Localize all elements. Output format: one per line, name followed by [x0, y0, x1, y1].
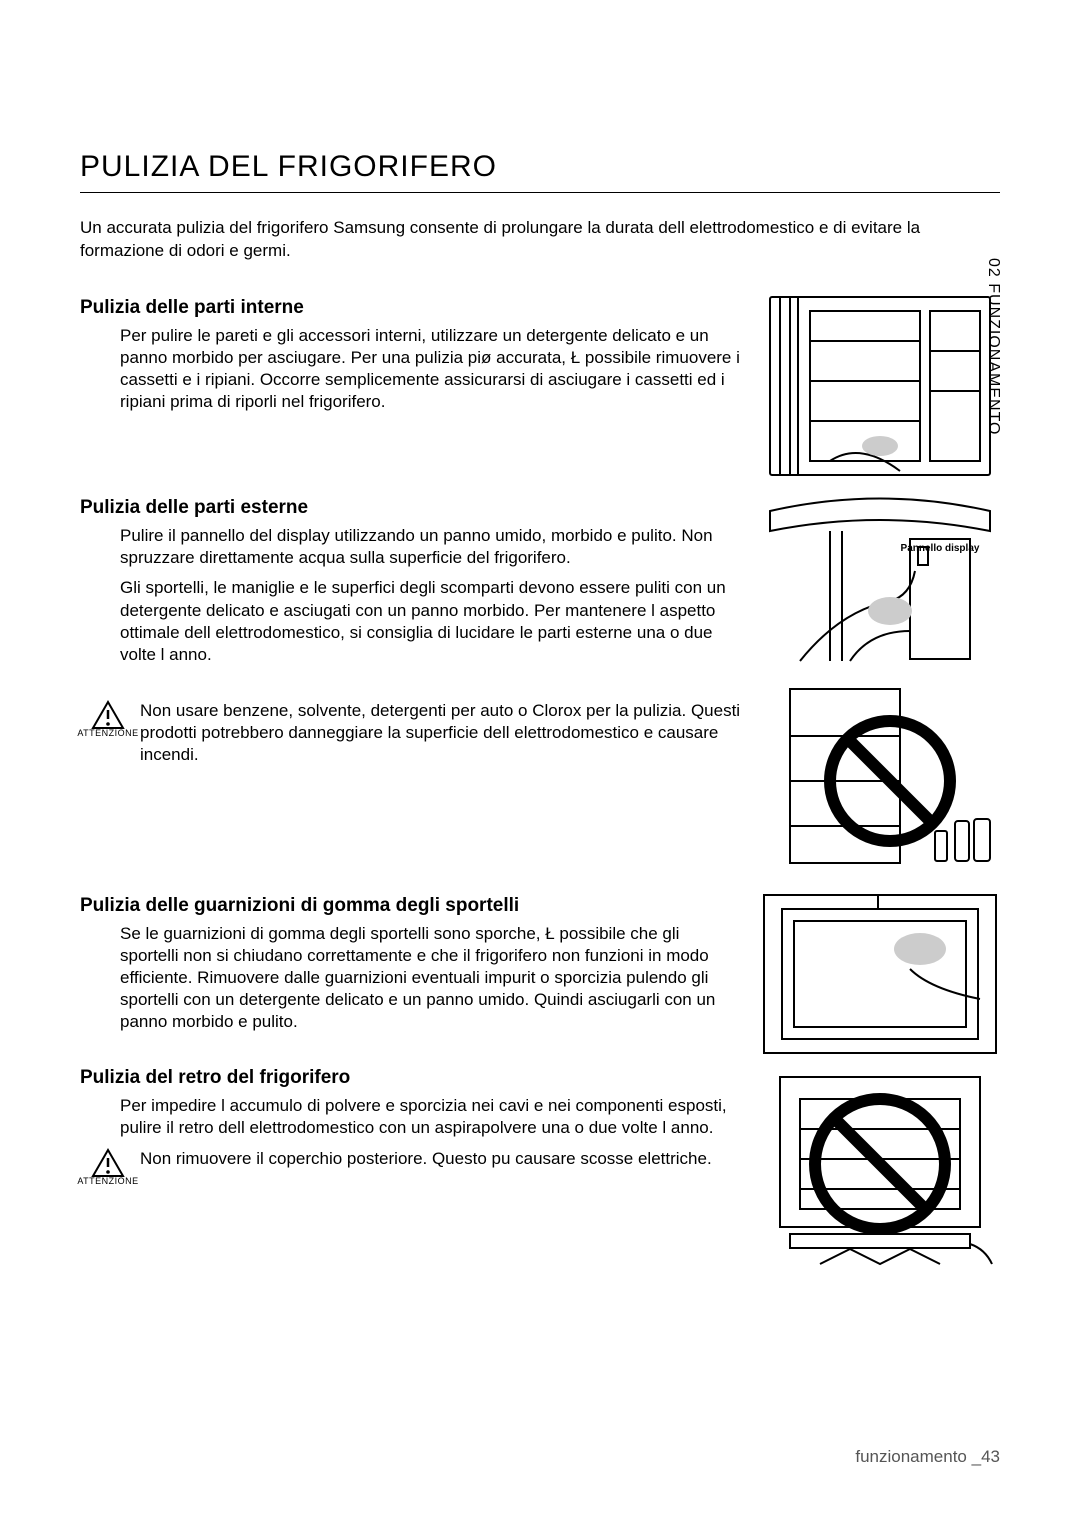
illus-no-rear-icon — [760, 1069, 1000, 1269]
warning-back-cover: ATTENZIONE Non rimuovere il coperchio po… — [80, 1148, 742, 1186]
page-title: PULIZIA DEL FRIGORIFERO — [80, 150, 1000, 193]
warning-icon — [91, 700, 125, 730]
text-col-2: Pulizia delle guarnizioni di gomma degli… — [80, 889, 742, 1269]
warn-solvents-text: Non usare benzene, solvente, detergenti … — [140, 700, 742, 766]
page-footer: funzionamento _43 — [855, 1447, 1000, 1467]
footer-section: funzionamento — [855, 1447, 967, 1466]
text-col-1: Pulizia delle parti interne Per pulire l… — [80, 291, 742, 871]
panel-label: Pannello display — [901, 543, 980, 554]
side-tab: 02 FUNZIONAMENTO — [984, 258, 1002, 436]
illus-no-spray-icon — [760, 681, 1000, 871]
warn-icon-block-2: ATTENZIONE — [80, 1148, 136, 1186]
row-gaskets-rear: Pulizia delle guarnizioni di gomma degli… — [80, 889, 1000, 1269]
img-col-1: Pannello display — [760, 291, 1000, 871]
warn-label: ATTENZIONE — [77, 728, 138, 738]
row-clean-inner-outer: Pulizia delle parti interne Per pulire l… — [80, 291, 1000, 871]
warn-icon-block: ATTENZIONE — [80, 700, 136, 738]
intro-text: Un accurata pulizia del frigorifero Sams… — [80, 217, 1000, 263]
manual-page: PULIZIA DEL FRIGORIFERO Un accurata puli… — [0, 0, 1080, 1527]
body-retro: Per impedire l accumulo di polvere e spo… — [80, 1095, 742, 1139]
img-col-2 — [760, 889, 1000, 1269]
heading-retro: Pulizia del retro del frigorifero — [80, 1067, 742, 1089]
body-interne: Per pulire le pareti e gli accessori int… — [80, 325, 742, 413]
illus-interior-icon — [760, 291, 1000, 481]
heading-esterne: Pulizia delle parti esterne — [80, 497, 742, 519]
footer-page: _43 — [972, 1447, 1000, 1466]
body-esterne-1: Pulire il pannello del display utilizzan… — [80, 525, 742, 569]
illus-gasket-icon — [760, 889, 1000, 1059]
illus-panel-icon: Pannello display — [760, 491, 1000, 671]
heading-guarnizioni: Pulizia delle guarnizioni di gomma degli… — [80, 895, 742, 917]
warning-solvents: ATTENZIONE Non usare benzene, solvente, … — [80, 700, 742, 766]
warn-label-2: ATTENZIONE — [77, 1176, 138, 1186]
warning-icon — [91, 1148, 125, 1178]
body-esterne-2: Gli sportelli, le maniglie e le superfic… — [80, 577, 742, 665]
body-guarnizioni: Se le guarnizioni di gomma degli sportel… — [80, 923, 742, 1033]
warn-backcover-text: Non rimuovere il coperchio posteriore. Q… — [140, 1148, 742, 1170]
heading-interne: Pulizia delle parti interne — [80, 297, 742, 319]
